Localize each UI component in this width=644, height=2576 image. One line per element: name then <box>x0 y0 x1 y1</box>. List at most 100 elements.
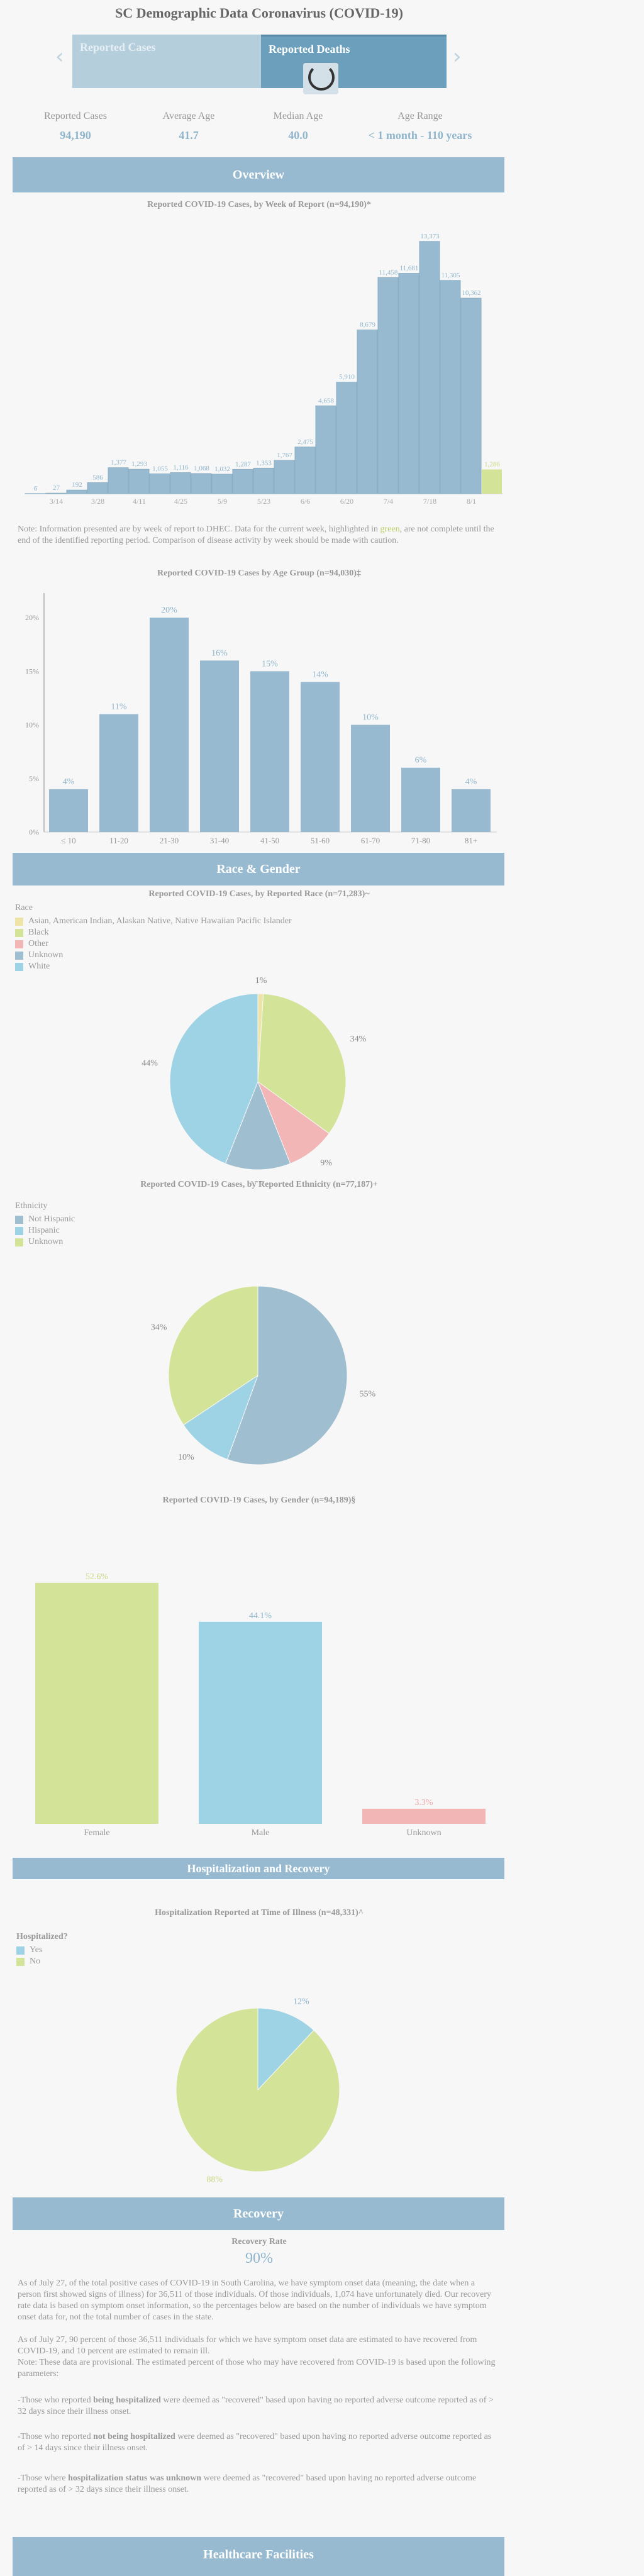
legend-label: Unknown <box>28 950 64 960</box>
chart-title-gender: Reported COVID-19 Cases, by Gender (n=94… <box>162 1496 356 1505</box>
legend-swatch <box>15 1238 23 1246</box>
bar <box>199 1621 322 1824</box>
bar <box>150 618 189 832</box>
b1-pre: -Those who reported <box>18 2396 94 2405</box>
note-prefix: Note: Information presented are by week … <box>18 525 380 534</box>
bar <box>336 382 357 494</box>
chevron-right-icon[interactable]: › <box>453 44 462 69</box>
pie-slice <box>257 1080 330 1164</box>
b2-post: were deemed as "recovered" based upon ha… <box>18 2432 492 2453</box>
recovery-bullet-1: -Those who reported being hospitalized w… <box>18 2395 496 2418</box>
b3-pre: -Those where <box>18 2473 69 2483</box>
stat-value-median-age: 40.0 <box>288 129 308 142</box>
pie-value-label: 88% <box>206 2175 223 2182</box>
bar <box>170 472 191 494</box>
pie-slice <box>175 2007 340 2172</box>
bar-value-label: 10,362 <box>462 289 480 297</box>
chart-title-race: Reported COVID-19 Cases, by Reported Rac… <box>148 889 370 899</box>
bar-value-label: 2,475 <box>297 438 313 446</box>
x-tick-label: 7/4 <box>384 497 393 506</box>
bar-value-label: 11% <box>111 702 126 712</box>
bar-value-label: 10% <box>362 713 379 723</box>
bar <box>362 1808 486 1824</box>
x-tick-label: 61-70 <box>361 836 380 845</box>
bar <box>250 671 289 832</box>
bar-value-label: 6 <box>34 485 38 492</box>
x-tick-label: 51-60 <box>311 836 330 845</box>
b1-post: were deemed as "recovered" based upon ha… <box>18 2396 494 2416</box>
legend-swatch <box>15 940 23 948</box>
bar <box>45 492 67 494</box>
loading-spinner-icon <box>308 64 335 91</box>
legend-label: No <box>30 1957 41 1966</box>
bar <box>419 241 440 494</box>
section-header-overview: Overview <box>13 157 504 192</box>
legend-item: Black <box>15 927 292 938</box>
bar-value-label: 1,068 <box>194 465 209 472</box>
pie-slice <box>257 2007 314 2091</box>
note-suffix: , are not complete until the end of the … <box>18 525 494 545</box>
bar-value-label: 3.3% <box>414 1798 433 1807</box>
legend-race: Asian, American Indian, Alaskan Native, … <box>15 916 292 972</box>
legend-item: Asian, American Indian, Alaskan Native, … <box>15 916 292 927</box>
bar-value-label: 13,373 <box>420 233 440 240</box>
bar-value-label: 1,116 <box>173 464 189 472</box>
legend-swatch <box>16 1946 25 1955</box>
section-header-recovery: Recovery <box>13 2197 504 2230</box>
tab-reported-cases[interactable]: Reported Cases <box>72 35 261 88</box>
stat-label-median-age: Median Age <box>273 111 323 121</box>
recovery-paragraph-3: Note: These data are provisional. The es… <box>18 2358 496 2379</box>
legend-item: Unknown <box>15 1236 75 1248</box>
x-tick-label: 6/20 <box>340 497 353 506</box>
race-pie-chart: 1% 34% 9% 12% 44% <box>142 976 367 1182</box>
bar-current-week <box>482 469 502 494</box>
x-tick-label: 4/25 <box>174 497 187 506</box>
pie-slice <box>168 1285 258 1426</box>
bar-value-label: 8,679 <box>360 321 375 329</box>
pie-value-label: 10% <box>178 1453 194 1462</box>
bar-value-label: 11,458 <box>379 269 398 276</box>
bar-value-label: 11,305 <box>441 272 460 279</box>
x-tick-label: 8/1 <box>467 497 476 506</box>
legend-swatch <box>15 1226 23 1235</box>
x-tick-label: Unknown <box>406 1828 441 1838</box>
bar <box>357 330 378 494</box>
bar-value-label: 192 <box>72 481 82 489</box>
ethnicity-pie-chart: 55% 10% 34% <box>151 1285 376 1465</box>
bar-value-label: 11,681 <box>400 265 419 272</box>
pie-value-label: 34% <box>151 1323 167 1333</box>
bar-value-label: 52.6% <box>86 1572 109 1582</box>
stat-value-cases: 94,190 <box>60 129 91 142</box>
x-tick-label: 71-80 <box>411 836 430 845</box>
x-tick-label: 81+ <box>465 836 477 845</box>
tab-reported-deaths[interactable]: Reported Deaths <box>261 35 447 88</box>
b3-post: were deemed as "recovered" based upon ha… <box>18 2473 477 2494</box>
bar <box>99 714 138 832</box>
x-tick-label: 41-50 <box>260 836 279 845</box>
legend-ethnicity: Not Hispanic Hispanic Unknown <box>15 1214 75 1248</box>
legend-item: Not Hispanic <box>15 1214 75 1225</box>
gender-bar-chart: 52.6% Female 44.1% Male 3.3% Unknown <box>35 1572 486 1838</box>
legend-label: Not Hispanic <box>28 1214 75 1224</box>
pie-slice <box>183 1374 258 1460</box>
bar-value-label: 1,353 <box>256 459 272 467</box>
x-tick-label: 21-30 <box>160 836 179 845</box>
bar <box>315 405 336 494</box>
chart-title-ethnicity: Reported COVID-19 Cases, by Reported Eth… <box>140 1180 378 1189</box>
section-header-hospitalization: Hospitalization and Recovery <box>13 1858 504 1879</box>
y-tick-label: 0% <box>29 828 39 836</box>
legend-item: Hispanic <box>15 1225 75 1236</box>
chevron-left-icon[interactable]: ‹ <box>55 44 64 69</box>
legend-item: Unknown <box>15 950 292 961</box>
legend-item: Yes <box>16 1945 42 1956</box>
bar <box>294 447 316 494</box>
bar <box>149 473 170 494</box>
legend-title-race: Race <box>15 903 33 913</box>
pie-value-label: 34% <box>350 1035 367 1044</box>
bar <box>128 469 150 494</box>
chart-title-hospitalization: Hospitalization Reported at Time of Illn… <box>155 1908 364 1918</box>
stat-label-cases: Reported Cases <box>44 111 107 121</box>
recovery-rate-value: 90% <box>245 2250 273 2267</box>
y-tick-label: 20% <box>25 613 39 622</box>
bar <box>49 789 88 832</box>
